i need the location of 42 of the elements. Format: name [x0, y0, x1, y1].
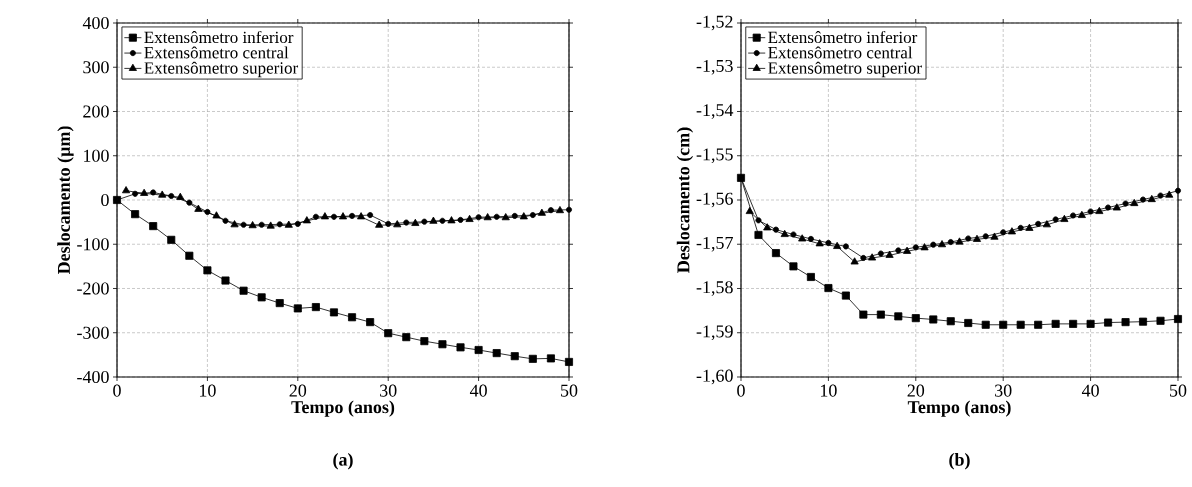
- y-tick-label: -300: [77, 326, 109, 339]
- x-tick-label: 20: [907, 384, 925, 397]
- y-tick-label: -1,58: [696, 281, 733, 296]
- y-tick-label: -1,53: [696, 59, 733, 75]
- legend-label: Extensômetro central: [768, 46, 913, 59]
- text: (b): [949, 453, 970, 470]
- x-tick-label: 50: [1170, 384, 1187, 397]
- x-tick-label: 30: [380, 384, 397, 397]
- legend-label: Extensômetro superior: [768, 61, 922, 78]
- legend-label: Extensômetro inferior: [144, 30, 294, 44]
- y-tick-label: 200: [83, 105, 109, 118]
- x-tick-label: 30: [995, 384, 1012, 397]
- y-tick-label: -1,60: [696, 369, 733, 385]
- y-tick-label: -1,55: [696, 148, 733, 164]
- x-tick-label: 40: [469, 384, 487, 397]
- y-tick-label: -200: [77, 282, 109, 295]
- y-tick-label: -1,56: [696, 192, 733, 208]
- x-tick-label: 10: [820, 384, 837, 397]
- y-tick-label: 0: [101, 193, 109, 207]
- y-tick-label: -400: [77, 370, 109, 384]
- x-tick-label: 50: [561, 384, 578, 397]
- text: (a): [333, 453, 353, 470]
- legend-label: Extensômetro central: [144, 46, 289, 59]
- y-tick-label: -1,57: [696, 236, 733, 252]
- y-tick-label: 400: [82, 16, 109, 30]
- x-tick-label: 40: [1081, 384, 1099, 397]
- x-axis-title: Tempo (anos): [291, 400, 395, 417]
- x-tick-label: 0: [737, 384, 745, 397]
- y-tick-label: -100: [77, 238, 109, 251]
- x-axis-title: Tempo (anos): [907, 400, 1011, 417]
- y-tick-label: 300: [83, 61, 109, 74]
- y-axis-title: Deslocamento (µm): [57, 126, 74, 275]
- y-tick-label: -1,59: [696, 325, 733, 341]
- y-tick-label: 100: [84, 149, 109, 162]
- x-tick-label: 20: [289, 384, 307, 397]
- legend-label: Extensômetro inferior: [768, 30, 918, 44]
- x-tick-label: 0: [113, 384, 121, 397]
- x-tick-label: 10: [200, 384, 216, 397]
- legend-label: Extensômetro superior: [144, 61, 299, 78]
- y-tick-label: -1,54: [696, 104, 734, 119]
- y-axis-title: Deslocamento (cm): [676, 127, 694, 273]
- y-tick-label: -1,52: [696, 15, 733, 31]
